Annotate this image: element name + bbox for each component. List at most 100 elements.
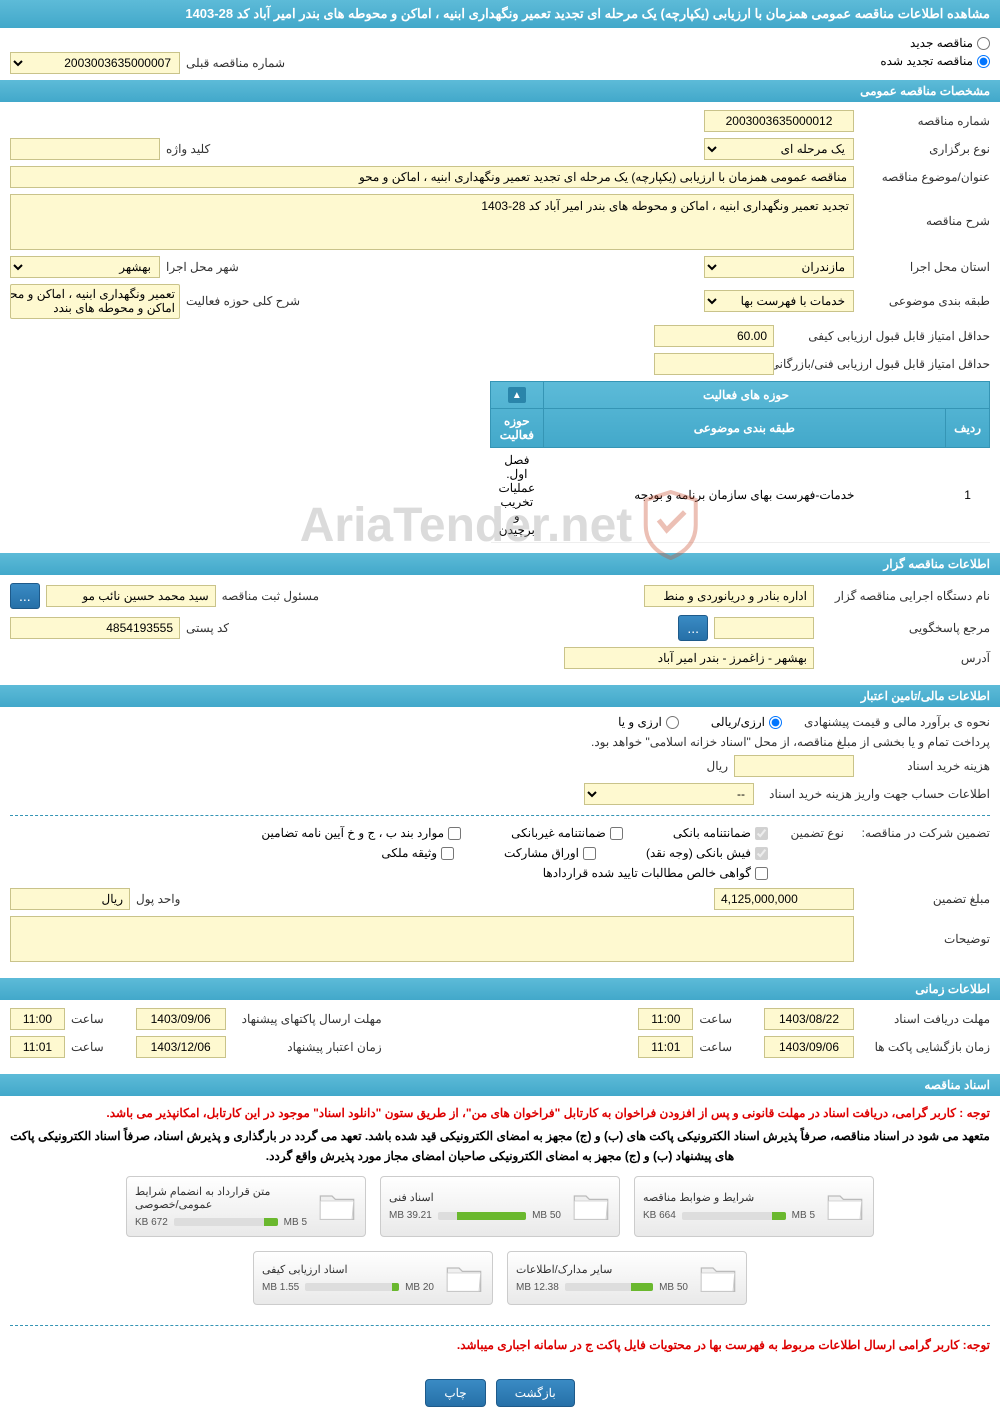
general-section-bar: مشخصات مناقصه عمومی (0, 80, 1000, 102)
col-scope: حوزه فعالیت (491, 409, 544, 448)
check-bond[interactable]: موارد بند ب ، ج و خ آیین نامه تضامین (261, 826, 461, 840)
estimate-label: نحوه ی برآورد مالی و قیمت پیشنهادی (804, 715, 990, 729)
print-button[interactable]: چاپ (425, 1379, 485, 1407)
guarantee-amount-input[interactable] (714, 888, 854, 910)
tender-number-label: شماره مناقصه (860, 114, 990, 128)
holding-type-select[interactable]: یک مرحله ای (704, 138, 854, 160)
subject-class-select[interactable]: خدمات با فهرست بها (704, 290, 854, 312)
check-securities[interactable]: اوراق مشارکت (504, 846, 596, 860)
address-input[interactable] (564, 647, 814, 669)
file-title: سایر مدارک/اطلاعات (516, 1263, 688, 1276)
province-select[interactable]: مازندران (704, 256, 854, 278)
radio-new-label: مناقصه جدید (910, 36, 973, 50)
min-score-qual-label: حداقل امتیاز قابل قبول ارزیابی کیفی (780, 329, 990, 343)
organizer-section-bar: اطلاعات مناقصه گزار (0, 553, 1000, 575)
validity-time[interactable] (10, 1036, 65, 1058)
file-card[interactable]: متن قرارداد به انضمام شرایط عمومی/خصوصی5… (126, 1176, 366, 1237)
file-title: متن قرارداد به انضمام شرایط عمومی/خصوصی (135, 1185, 307, 1211)
notice2: متعهد می شود در اسناد مناقصه، صرفاً پذیر… (10, 1127, 990, 1165)
folder-icon (825, 1188, 865, 1224)
deadline-proposals-time[interactable] (10, 1008, 65, 1030)
progress-bar (174, 1218, 278, 1226)
timing-section-bar: اطلاعات زمانی (0, 978, 1000, 1000)
file-title: اسناد فنی (389, 1191, 561, 1204)
exec-org-input[interactable] (644, 585, 814, 607)
activity-scope-select[interactable]: تعمیر ونگهداری ابنیه ، اماکن و محوطه های… (10, 284, 180, 319)
city-label: شهر محل اجرا (166, 260, 239, 274)
validity-date[interactable] (136, 1036, 226, 1058)
city-select[interactable]: بهشهر (10, 256, 160, 278)
radio-renewed-label: مناقصه تجدید شده (880, 54, 973, 68)
opening-date[interactable] (764, 1036, 854, 1058)
reply-ref-lookup-button[interactable]: ... (678, 615, 708, 641)
page-title-bar: مشاهده اطلاعات مناقصه عمومی همزمان با ار… (0, 0, 1000, 28)
min-score-qual-input[interactable] (654, 325, 774, 347)
estimate-currency-radio[interactable]: ارزی و یا (618, 715, 679, 729)
desc-label: شرح مناقصه (860, 194, 990, 228)
deadline-proposals-label: مهلت ارسال پاکتهای پیشنهاد (232, 1012, 382, 1026)
col-subject: طبقه بندی موضوعی (543, 409, 945, 448)
deadline-proposals-date[interactable] (136, 1008, 226, 1030)
doc-cost-unit: ریال (706, 759, 728, 773)
cell-scope: فصل اول. عملیات تخریب و برچیدن (491, 448, 544, 543)
radio-renewed-tender[interactable]: مناقصه تجدید شده (880, 54, 990, 68)
min-score-tech-input[interactable] (654, 353, 774, 375)
radio-new-input[interactable] (977, 37, 990, 50)
desc-textarea[interactable] (10, 194, 854, 250)
radio-new-tender[interactable]: مناقصه جدید (880, 36, 990, 50)
postal-label: کد پستی (186, 621, 229, 635)
file-card[interactable]: اسناد ارزیابی کیفی20 MB1.55 MB (253, 1251, 493, 1305)
deposit-account-label: اطلاعات حساب جهت واریز هزینه خرید اسناد (760, 787, 990, 801)
registrar-input[interactable] (46, 585, 216, 607)
check-receivables[interactable]: گواهی خالص مطالبات تایید شده قراردادها (10, 866, 768, 880)
radio-renewed-input[interactable] (977, 55, 990, 68)
registrar-lookup-button[interactable]: ... (10, 583, 40, 609)
keyword-label: کلید واژه (166, 142, 210, 156)
keyword-input[interactable] (10, 138, 160, 160)
title-label: عنوان/موضوع مناقصه (860, 170, 990, 184)
min-score-tech-label: حداقل امتیاز قابل قبول ارزیابی فنی/بازرگ… (780, 357, 990, 371)
tender-type-section: مناقصه جدید مناقصه تجدید شده شماره مناقص… (0, 28, 1000, 78)
deadline-docs-time[interactable] (638, 1008, 693, 1030)
opening-time[interactable] (638, 1036, 693, 1058)
file-used: 1.55 MB (262, 1282, 299, 1293)
collapse-icon[interactable]: ▲ (508, 387, 526, 403)
file-card[interactable]: سایر مدارک/اطلاعات50 MB12.38 MB (507, 1251, 747, 1305)
estimate-rial-radio[interactable]: ارزی/ریالی (711, 715, 782, 729)
check-nonbank-guarantee[interactable]: ضمانتنامه غیربانکی (511, 826, 623, 840)
address-label: آدرس (820, 651, 990, 665)
check-bank-guarantee[interactable]: ضمانتنامه بانکی (673, 826, 768, 840)
reply-ref-input[interactable] (714, 617, 814, 639)
progress-bar (438, 1212, 526, 1220)
check-property[interactable]: وثیقه ملکی (381, 846, 454, 860)
deadline-docs-date[interactable] (764, 1008, 854, 1030)
subject-class-label: طبقه بندی موضوعی (860, 294, 990, 308)
folder-icon (317, 1188, 357, 1224)
file-used: 664 KB (643, 1210, 676, 1221)
currency-unit-input[interactable] (10, 888, 130, 910)
tender-number-input[interactable] (704, 110, 854, 132)
col-row: ردیف (946, 409, 990, 448)
file-title: اسناد ارزیابی کیفی (262, 1263, 434, 1276)
file-title: شرایط و ضوابط مناقصه (643, 1191, 815, 1204)
file-card[interactable]: شرایط و ضوابط مناقصه5 MB664 KB (634, 1176, 874, 1237)
file-card[interactable]: اسناد فنی50 MB39.21 MB (380, 1176, 620, 1237)
progress-bar (565, 1283, 653, 1291)
back-button[interactable]: بازگشت (496, 1379, 575, 1407)
validity-time-label: ساعت (71, 1040, 104, 1054)
file-used: 672 KB (135, 1217, 168, 1228)
postal-input[interactable] (10, 617, 180, 639)
prev-number-select[interactable]: 2003003635000007 (10, 52, 180, 74)
guarantee-amount-label: مبلغ تضمین (860, 892, 990, 906)
deposit-account-select[interactable]: -- (584, 783, 754, 805)
doc-cost-label: هزینه خرید اسناد (860, 759, 990, 773)
holding-type-label: نوع برگزاری (860, 142, 990, 156)
doc-cost-input[interactable] (734, 755, 854, 777)
province-label: استان محل اجرا (860, 260, 990, 274)
activity-scope-label: شرح کلی حوزه فعالیت (186, 294, 300, 308)
remarks-textarea[interactable] (10, 916, 854, 962)
progress-bar (682, 1212, 786, 1220)
cell-row-n: 1 (946, 448, 990, 543)
title-input[interactable] (10, 166, 854, 188)
check-cash[interactable]: فیش بانکی (وجه نقد) (646, 846, 768, 860)
